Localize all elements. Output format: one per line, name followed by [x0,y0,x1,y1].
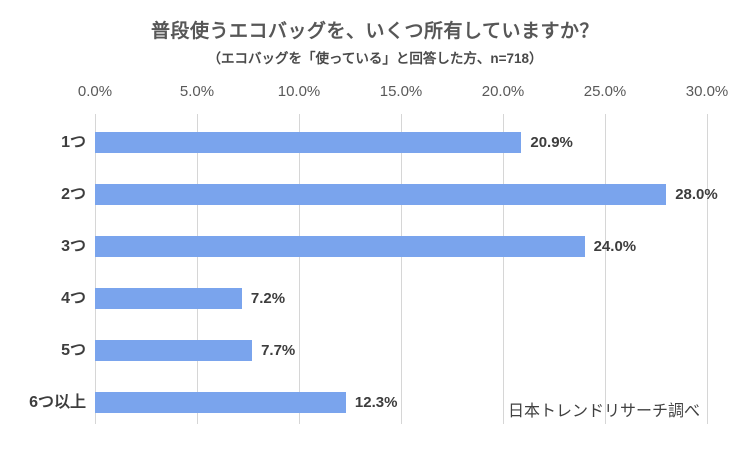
category-label: 3つ [61,237,86,255]
value-label: 20.9% [530,133,573,151]
bar [95,391,346,413]
x-tick-label: 15.0% [379,83,423,100]
gridline [95,114,96,424]
value-label: 24.0% [593,237,637,255]
gridline [503,114,504,424]
value-label: 12.3% [354,393,398,411]
value-label: 7.2% [250,289,286,307]
x-tick-label: 0.0% [77,83,113,100]
value-label: 28.0% [675,185,718,203]
x-tick-label: 25.0% [583,83,627,100]
gridline [707,114,708,424]
x-tick-label: 30.0% [685,83,729,100]
plot-area: 1つ 20.9% 2つ 28.0% 3つ 24.0% 4つ 7.2% 5つ 7.7% 6つ以上 12.… [29,114,718,424]
gridline [605,114,606,424]
bar [95,235,585,257]
bar [95,339,253,361]
gridline [401,114,402,424]
source-note: 日本トレンドリサーチ調べ [507,403,700,420]
bar [95,287,242,309]
category-label: 1つ [61,133,86,151]
category-label: 6つ以上 [29,393,86,411]
category-label: 5つ [61,341,86,359]
x-tick-label: 5.0% [179,83,215,100]
category-label: 4つ [61,289,86,307]
chart-title: 普段使うエコバッグを、いくつ所有していますか？ [151,21,599,42]
value-label: 7.7% [261,341,296,359]
x-tick-label: 10.0% [277,83,321,100]
category-label: 2つ [61,185,86,203]
chart-subtitle: （エコバッグを「使っている」と回答した方、n=718） [207,51,543,66]
x-axis: 0.0% 5.0% 10.0% 15.0% 20.0% 25.0% 30.0% [78,83,728,101]
gridline [197,114,198,424]
bar [95,131,522,153]
bar [95,183,667,205]
x-tick-label: 20.0% [481,83,525,100]
gridline [299,114,300,424]
